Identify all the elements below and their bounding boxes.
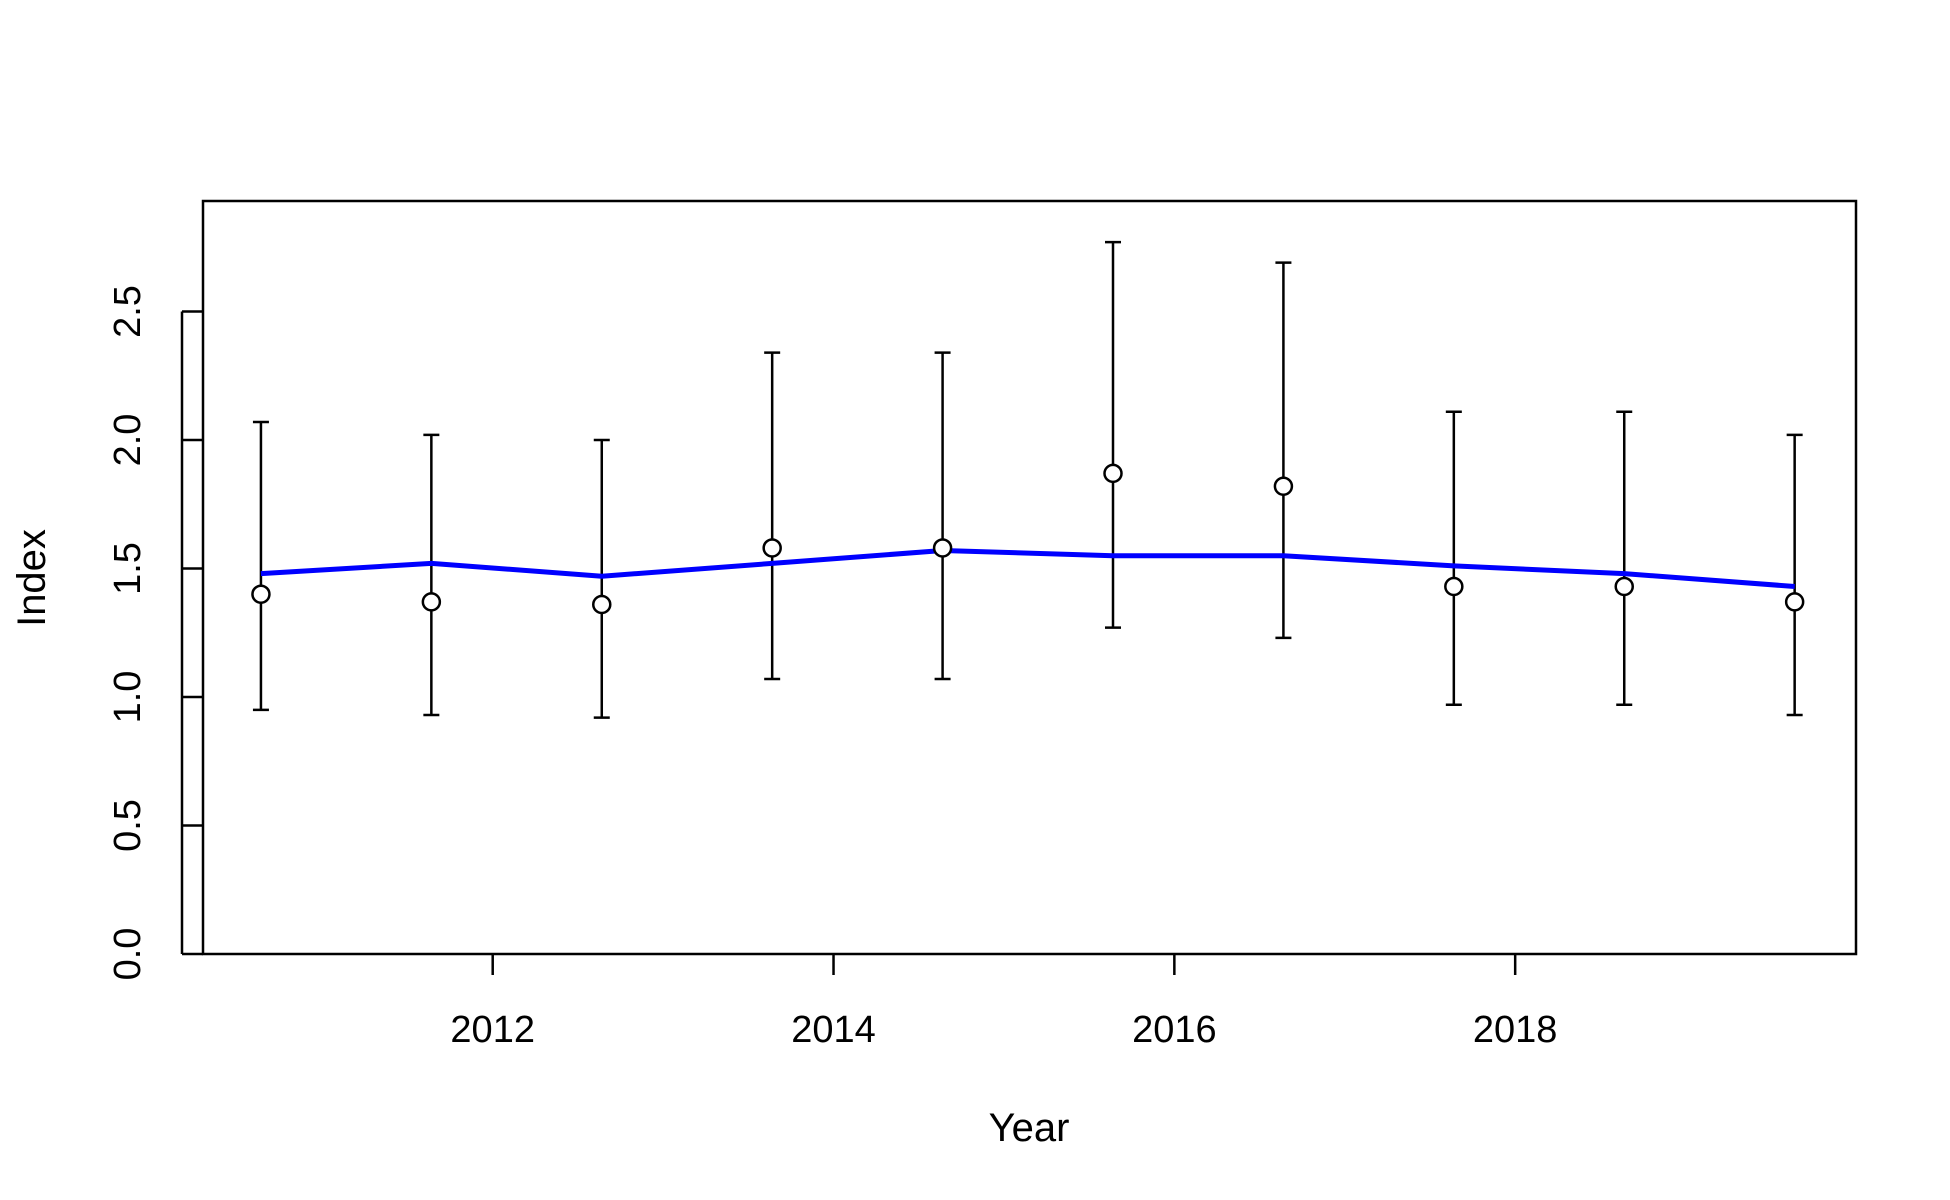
data-point — [592, 594, 612, 615]
y-axis-title: Index — [10, 529, 54, 627]
x-tick-label: 2012 — [450, 1009, 535, 1051]
data-point — [932, 538, 953, 558]
trend-line-layer — [260, 548, 1795, 589]
data-point — [251, 584, 271, 604]
data-point — [762, 538, 782, 558]
y-axis: 0.0 0.5 1.0 1.5 2.0 2.5 — [107, 285, 203, 980]
error-bars — [252, 240, 1803, 719]
data-point — [1614, 576, 1634, 597]
data-point — [1444, 576, 1464, 597]
y-tick-label: 2.5 — [107, 285, 149, 338]
x-axis-title: Year — [989, 1106, 1070, 1150]
y-tick-label: 1.5 — [107, 542, 149, 595]
plot-frame — [201, 199, 1858, 956]
y-tick-label: 0.0 — [107, 928, 149, 981]
data-point — [1273, 476, 1294, 497]
data-points — [251, 463, 1805, 615]
data-point — [421, 592, 442, 612]
x-tick-label: 2016 — [1132, 1009, 1217, 1051]
x-axis: 2012 2014 2016 2018 — [450, 954, 1557, 1051]
x-tick-label: 2018 — [1473, 1009, 1558, 1051]
data-point — [1103, 463, 1123, 484]
data-point — [1784, 592, 1805, 612]
y-tick-label: 2.0 — [107, 414, 149, 467]
y-tick-label: 0.5 — [107, 799, 149, 852]
x-tick-label: 2014 — [791, 1009, 876, 1051]
y-tick-label: 1.0 — [107, 671, 149, 724]
trend-line — [260, 548, 1795, 589]
